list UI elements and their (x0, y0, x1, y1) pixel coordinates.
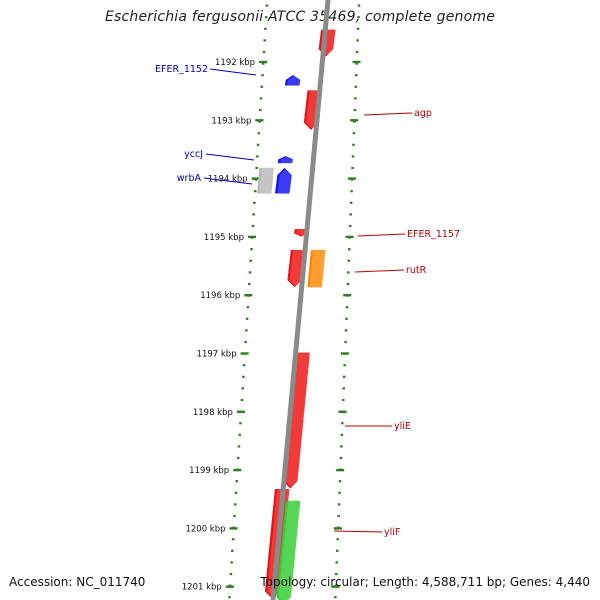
gene-feature (276, 500, 301, 600)
gene-label[interactable]: yliE (394, 421, 411, 432)
accession-text: Accession: NC_011740 (9, 575, 146, 589)
label-leader-line (363, 112, 413, 116)
label-leader-line (205, 153, 255, 161)
gene-feature (307, 250, 326, 288)
gene-feature (275, 167, 292, 194)
gene-label[interactable]: wrbA (177, 173, 202, 184)
label-leader-line (357, 233, 406, 237)
label-leader-line (203, 177, 253, 185)
genome-backbone (270, 0, 331, 600)
gene-sheen (287, 75, 303, 86)
gene-label[interactable]: yliF (384, 527, 400, 538)
tick-label: 1201 kbp (182, 583, 222, 593)
gene-sheen (259, 168, 276, 194)
gene-label[interactable]: EFER_1152 (155, 64, 208, 75)
page-title: Escherichia fergusonii ATCC 35469, compl… (104, 9, 496, 25)
gene-label[interactable]: rutR (406, 265, 427, 276)
tick-label: 1194 kbp (208, 175, 248, 185)
gene-sheen (285, 352, 312, 489)
gene-feature (257, 167, 274, 194)
label-leader-line (354, 269, 405, 273)
gene-label[interactable]: agp (414, 108, 432, 119)
tick-label: 1195 kbp (204, 233, 244, 243)
tick-label: 1197 kbp (197, 350, 237, 360)
tick-label: 1200 kbp (185, 524, 225, 534)
tick-label: 1192 kbp (215, 58, 255, 68)
gene-sheen (280, 156, 295, 163)
gene-sheen (278, 501, 303, 600)
tick-label: 1198 kbp (193, 408, 233, 418)
gene-label[interactable]: yccJ (184, 149, 203, 160)
genome-summary-text: Topology: circular; Length: 4,588,711 bp… (260, 575, 590, 589)
tick-label: 1196 kbp (200, 291, 240, 301)
gene-feature (284, 75, 301, 86)
label-leader-line (333, 530, 383, 533)
gene-sheen (309, 250, 328, 287)
label-leader-line (209, 68, 257, 76)
tick-ring: 1192 kbp 1193 kbp 1194 kbp 1195 kbp 1196 kbp… (182, 4, 361, 599)
gene-label[interactable]: EFER_1157 (407, 229, 460, 240)
tick-label: 1193 kbp (211, 116, 251, 126)
tick-label: 1199 kbp (189, 466, 229, 476)
gene-sheen (277, 168, 294, 194)
backbone (270, 0, 331, 600)
gene-feature (277, 156, 293, 164)
